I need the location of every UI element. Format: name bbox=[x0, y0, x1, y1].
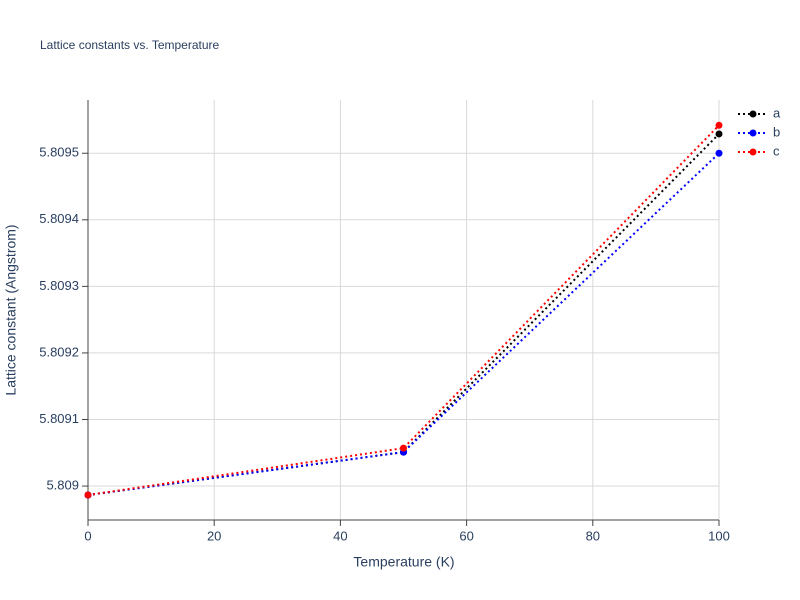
y-tick-label: 5.8091 bbox=[39, 411, 79, 426]
legend-marker bbox=[749, 148, 757, 156]
y-tick-label: 5.8092 bbox=[39, 344, 79, 359]
series-line bbox=[87, 152, 720, 497]
x-tick-label: 80 bbox=[586, 528, 600, 543]
x-tick-label: 20 bbox=[207, 528, 221, 543]
y-tick-label: 5.8093 bbox=[39, 278, 79, 293]
marker bbox=[715, 149, 723, 157]
marker bbox=[715, 121, 723, 129]
series-line bbox=[87, 133, 720, 497]
legend-label: b bbox=[773, 124, 780, 139]
legend-marker bbox=[749, 129, 757, 137]
marker bbox=[715, 130, 723, 138]
y-tick-label: 5.8095 bbox=[39, 145, 79, 160]
x-axis-title: Temperature (K) bbox=[353, 554, 454, 570]
series-line bbox=[87, 124, 720, 497]
marker bbox=[84, 491, 92, 499]
y-tick-label: 5.8094 bbox=[39, 211, 79, 226]
legend-label: c bbox=[773, 143, 780, 158]
x-tick-label: 40 bbox=[333, 528, 347, 543]
y-axis-title: Lattice constant (Angstrom) bbox=[3, 224, 19, 395]
legend-marker bbox=[749, 110, 757, 118]
legend-label: a bbox=[773, 105, 781, 120]
x-tick-label: 60 bbox=[459, 528, 473, 543]
marker bbox=[400, 444, 407, 452]
y-tick-label: 5.809 bbox=[46, 477, 79, 492]
x-tick-label: 100 bbox=[708, 528, 730, 543]
x-tick-label: 0 bbox=[84, 528, 91, 543]
chart-title: Lattice constants vs. Temperature bbox=[40, 38, 220, 52]
